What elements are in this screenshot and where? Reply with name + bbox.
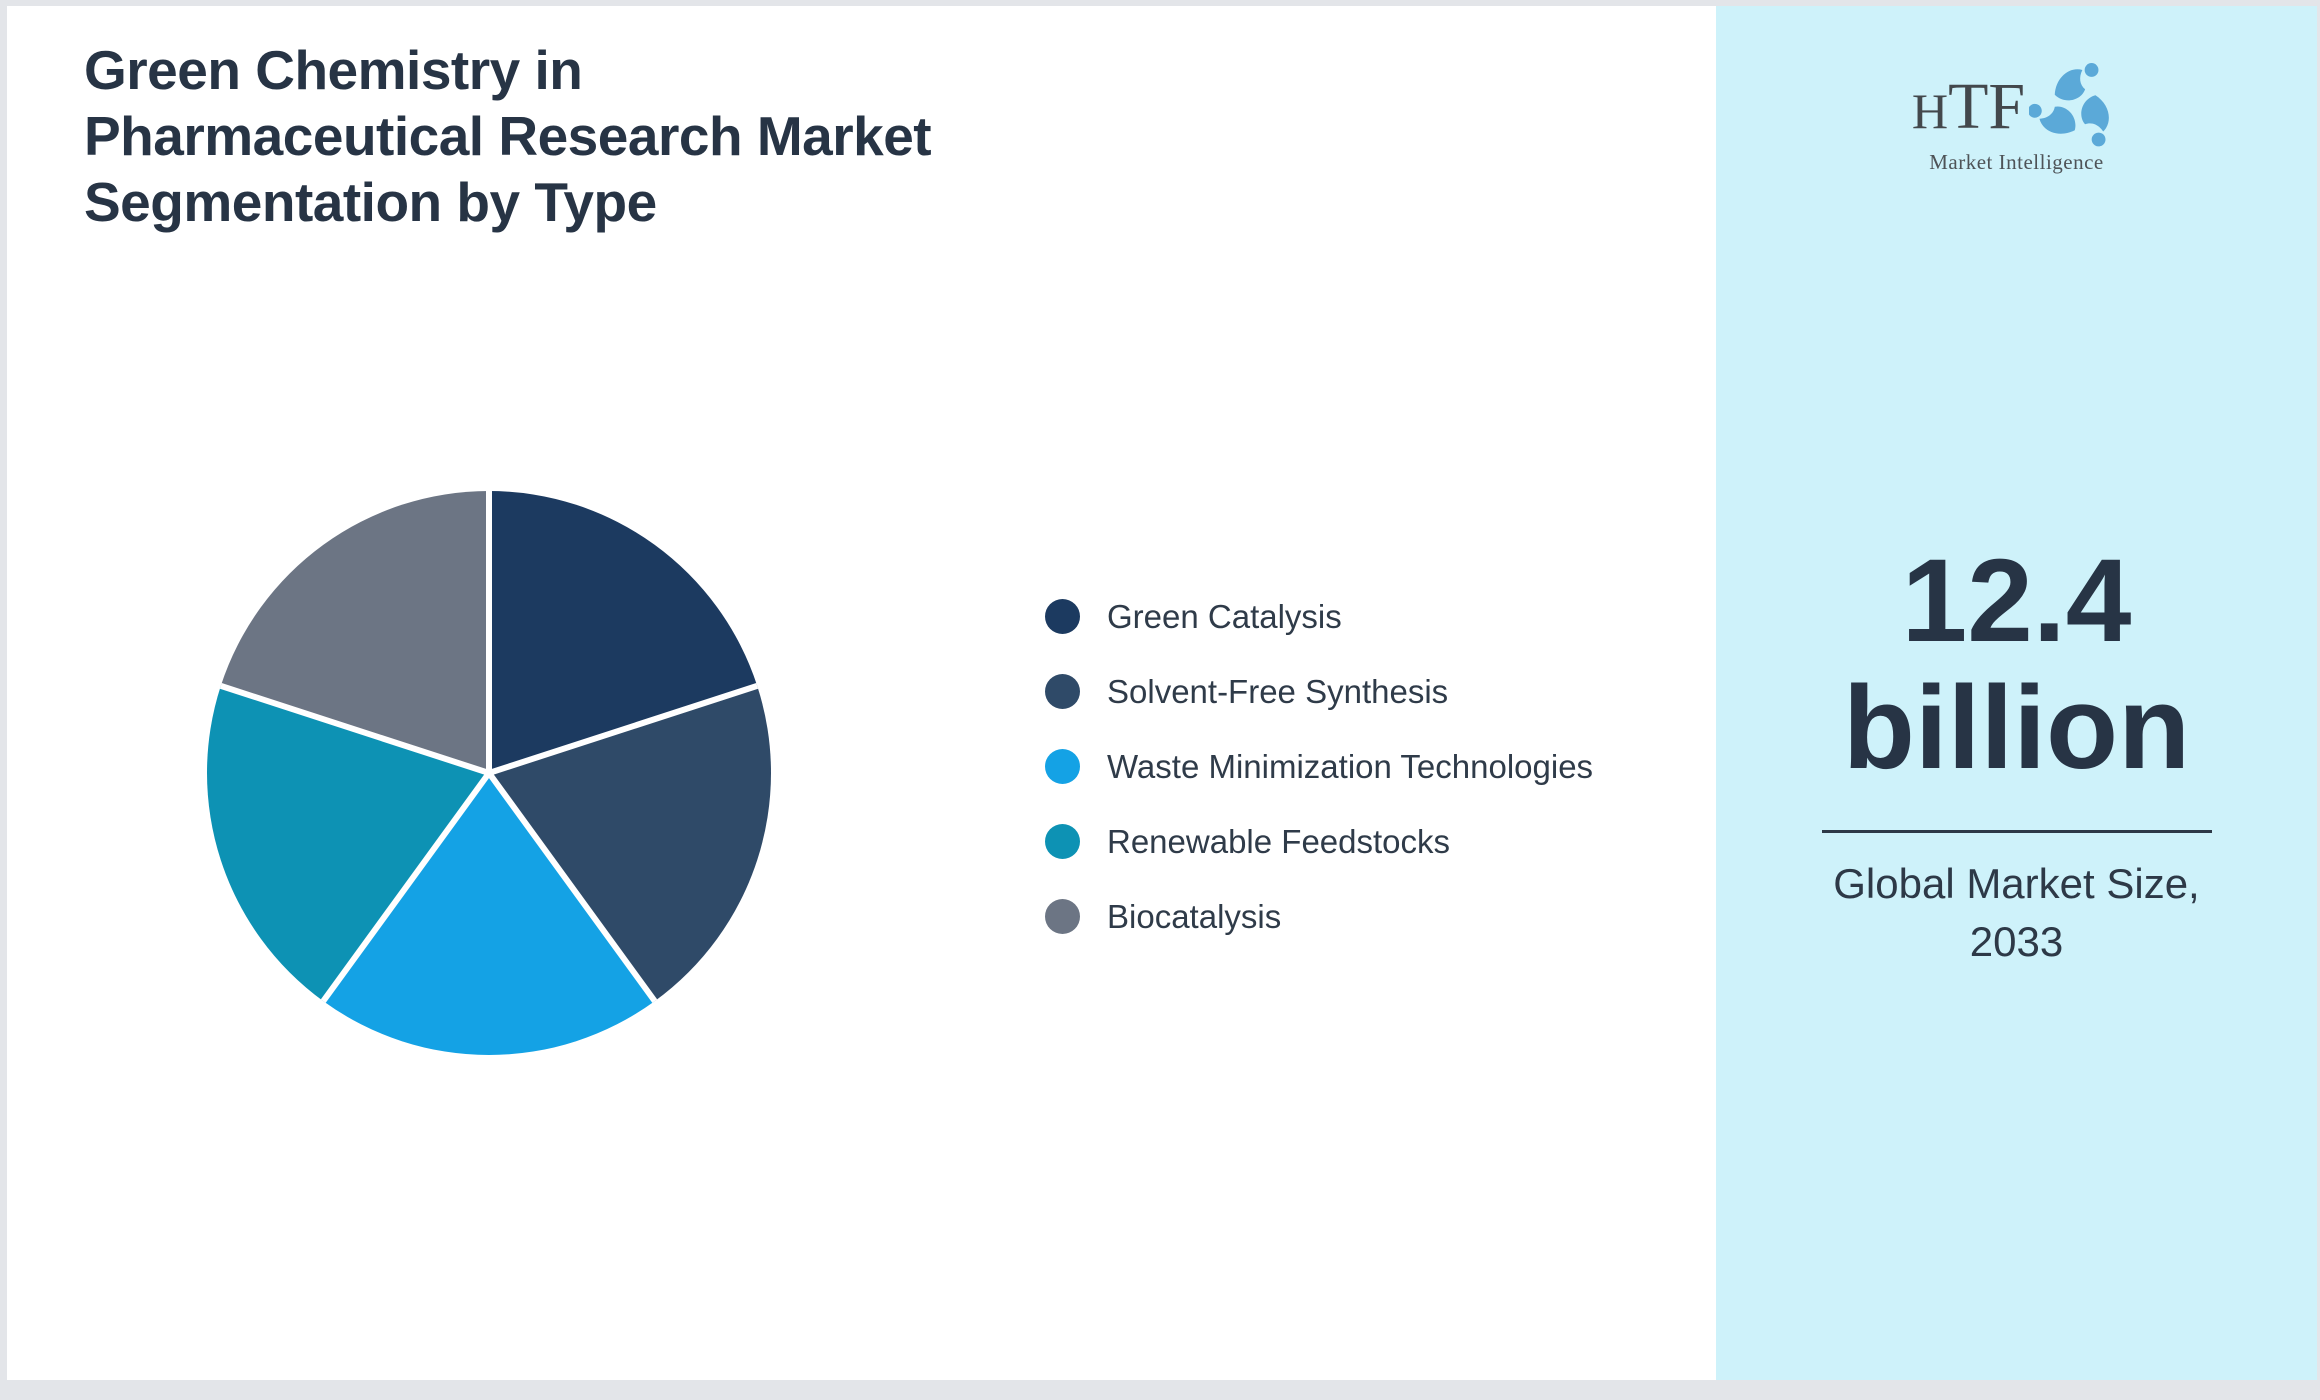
market-size-unit: billion — [1842, 662, 2191, 794]
market-size-caption-line-2: 2033 — [1969, 918, 2064, 965]
page-title-line-2: Pharmaceutical Research Market — [84, 105, 932, 167]
market-size-caption: Global Market Size, 2033 — [1716, 855, 2317, 971]
legend-label: Waste Minimization Technologies — [1107, 747, 1594, 785]
legend-swatch-icon — [1045, 899, 1080, 934]
legend-label: Green Catalysis — [1107, 597, 1342, 635]
legend-item: Solvent-Free Synthesis — [1045, 672, 1593, 710]
logo-figures-icon — [2025, 58, 2124, 150]
legend-label: Solvent-Free Synthesis — [1107, 672, 1449, 710]
legend-swatch-icon — [1045, 599, 1080, 634]
legend-item: Waste Minimization Technologies — [1045, 747, 1594, 785]
pie-slice-waste-minimization-technologies — [323, 773, 655, 1055]
page-title: Green Chemistry in Pharmaceutical Resear… — [84, 37, 932, 235]
pie-slice-gap — [219, 683, 490, 776]
pie-slice-biocatalysis — [220, 491, 489, 773]
pie-slice-renewable-feedstocks — [207, 685, 489, 1002]
legend-item: Renewable Feedstocks — [1045, 822, 1593, 860]
page-title-line-3: Segmentation by Type — [84, 171, 657, 233]
market-size-caption-line-1: Global Market Size, — [1833, 860, 2200, 907]
market-size-number: 12.4 — [1901, 535, 2132, 667]
legend-label: Renewable Feedstocks — [1107, 822, 1451, 860]
brand-logo: HTF Market Intelligence — [1716, 63, 2317, 175]
pie-slice-green-catalysis — [489, 491, 758, 773]
stat-divider — [1821, 830, 2212, 833]
pie-slice-gap — [488, 683, 759, 776]
legend: Green Catalysis Solvent-Free Synthesis Was… — [1045, 597, 1594, 935]
legend-swatch-icon — [1045, 824, 1080, 859]
legend-swatch-icon — [1045, 749, 1080, 784]
legend-swatch-icon — [1045, 674, 1080, 709]
pie-slice-solvent-free-synthesis — [489, 685, 771, 1002]
page-title-line-1: Green Chemistry in — [84, 39, 583, 101]
pie-chart — [207, 491, 771, 1055]
legend-item: Biocatalysis — [1045, 897, 1593, 935]
brand-tagline: Market Intelligence — [1929, 150, 2104, 174]
pie-slice-gap — [486, 771, 658, 1003]
legend-item: Green Catalysis — [1045, 597, 1593, 635]
pie-chart-container — [204, 488, 774, 1058]
market-size-value: 12.4 billion — [1716, 538, 2317, 792]
stat-panel: HTF Market Intelligence 12.4 billion — [1716, 6, 2317, 1380]
legend-label: Biocatalysis — [1107, 897, 1282, 935]
brand-name: HTF — [1911, 70, 2026, 143]
pie-slice-gap — [320, 771, 492, 1003]
